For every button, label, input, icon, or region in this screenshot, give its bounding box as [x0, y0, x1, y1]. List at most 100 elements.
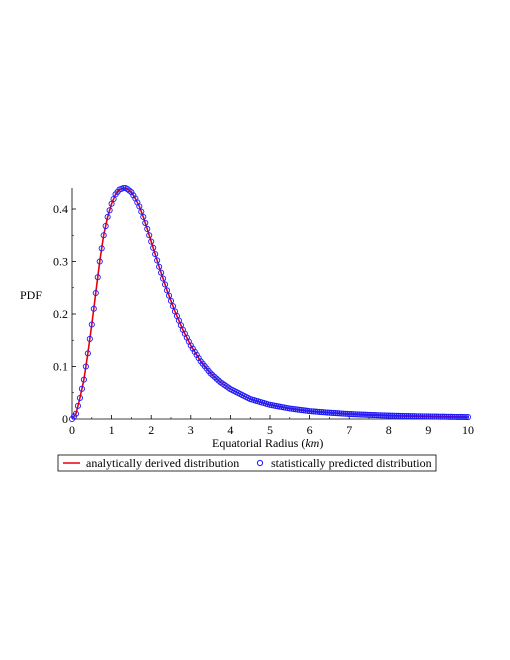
x-tick-label: 2 — [148, 423, 154, 437]
data-point — [459, 413, 466, 421]
y-tick-label: 0.3 — [53, 255, 68, 269]
x-axis-label: Equatorial Radius (km) — [212, 436, 323, 450]
legend: analytically derived distribution statis… — [57, 454, 437, 472]
data-point — [340, 410, 347, 417]
data-point — [391, 412, 398, 419]
data-point — [348, 411, 355, 418]
data-point — [369, 411, 377, 419]
data-point — [393, 412, 400, 419]
data-point — [320, 409, 327, 416]
data-point — [411, 413, 418, 420]
data-point — [427, 413, 434, 420]
legend-label-statistical: statistically predicted distribution — [271, 456, 432, 470]
data-point — [360, 411, 367, 418]
data-point — [156, 263, 163, 270]
data-point — [100, 232, 107, 239]
data-point — [421, 413, 428, 420]
data-point — [395, 412, 402, 419]
data-point — [445, 413, 452, 420]
x-tick-label: 8 — [386, 423, 392, 437]
x-axis-label-close: ) — [319, 436, 323, 450]
data-point — [417, 413, 424, 420]
data-point — [375, 412, 382, 419]
data-point — [358, 411, 365, 418]
y-axis: 0 0.1 0.2 0.3 0.4 — [53, 188, 76, 426]
data-point — [150, 244, 157, 251]
x-tick-label: 4 — [227, 423, 233, 437]
data-point — [316, 408, 323, 415]
data-point — [441, 413, 448, 420]
data-point — [300, 407, 307, 414]
data-point — [365, 411, 373, 418]
data-point — [126, 187, 133, 194]
data-point — [346, 410, 353, 418]
data-point — [158, 269, 165, 276]
data-point — [167, 297, 175, 304]
series-markers-statistical — [68, 184, 472, 423]
data-point — [310, 408, 317, 415]
data-point — [433, 413, 440, 420]
data-point — [399, 412, 406, 420]
data-point — [128, 189, 135, 196]
x-axis-label-text: Equatorial Radius ( — [212, 436, 305, 450]
data-point — [211, 373, 218, 380]
data-point — [457, 413, 464, 421]
data-point — [130, 192, 137, 199]
data-point — [140, 213, 147, 220]
y-tick-label: 0.2 — [53, 307, 68, 321]
data-point — [106, 207, 113, 214]
data-point — [189, 345, 196, 352]
data-point — [90, 305, 97, 312]
x-tick-label: 10 — [462, 423, 474, 437]
data-layer — [68, 184, 472, 423]
data-point — [76, 394, 83, 402]
data-point — [443, 413, 450, 420]
data-point — [142, 219, 149, 226]
data-point — [387, 412, 394, 419]
data-point — [84, 350, 91, 357]
data-point — [152, 251, 159, 258]
data-point — [332, 410, 339, 417]
data-point — [336, 410, 343, 417]
data-point — [401, 412, 408, 420]
data-point — [354, 411, 361, 418]
data-point — [163, 287, 171, 294]
data-point — [324, 409, 331, 416]
data-point — [342, 410, 349, 417]
data-point — [455, 413, 462, 420]
data-point — [138, 208, 145, 215]
series-line-analytical — [71, 187, 469, 420]
data-point — [290, 405, 297, 413]
data-point — [213, 375, 220, 382]
data-point — [120, 184, 127, 192]
data-point — [187, 342, 194, 349]
x-tick-label: 3 — [188, 423, 194, 437]
data-point — [437, 413, 444, 420]
data-point — [328, 409, 335, 416]
data-point — [385, 412, 392, 419]
x-tick-label: 5 — [267, 423, 273, 437]
data-point — [361, 411, 369, 418]
legend-box — [57, 454, 437, 472]
data-point — [330, 409, 337, 417]
data-point — [407, 413, 414, 420]
data-point — [397, 412, 404, 419]
data-point — [379, 412, 386, 419]
data-point — [288, 405, 295, 412]
data-point — [154, 257, 161, 264]
data-point — [338, 410, 345, 417]
data-point — [383, 412, 390, 419]
legend-marker-swatch — [256, 459, 264, 467]
data-point — [453, 413, 460, 420]
data-point — [312, 408, 319, 415]
data-point — [148, 238, 155, 245]
data-point — [94, 274, 101, 281]
data-point — [429, 413, 436, 420]
data-point — [86, 335, 93, 342]
data-point — [373, 412, 380, 419]
x-tick-label: 9 — [425, 423, 431, 437]
data-point — [98, 245, 105, 252]
data-point — [215, 377, 222, 384]
data-point — [308, 408, 315, 415]
